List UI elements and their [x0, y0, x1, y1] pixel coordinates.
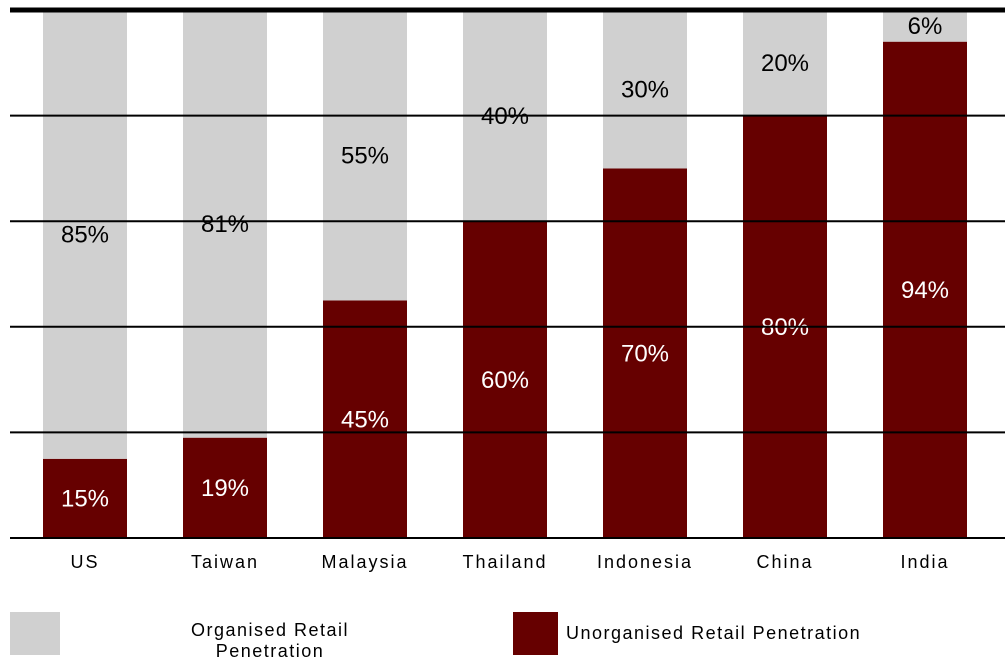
bar-segment: [183, 10, 267, 438]
bar-segment: [883, 41, 967, 539]
value-label: 45%: [341, 407, 389, 434]
bar-segment: [463, 221, 547, 538]
x-tick-label: Thailand: [462, 552, 547, 572]
x-tick-label: China: [756, 552, 813, 572]
value-label: 15%: [61, 486, 109, 513]
value-label: 55%: [341, 143, 389, 170]
value-label: 19%: [201, 475, 249, 502]
value-label: 85%: [61, 222, 109, 249]
plot: 15%85%US19%81%Taiwan45%55%Malaysia60%40%…: [10, 7, 1005, 572]
bar-segment: [603, 10, 687, 169]
legend-swatch: [10, 612, 60, 655]
value-label: 94%: [901, 277, 949, 304]
value-label: 30%: [621, 77, 669, 104]
value-label: 6%: [908, 13, 943, 40]
legend-swatch: [513, 612, 558, 655]
value-label: 60%: [481, 367, 529, 394]
x-tick-label: Indonesia: [597, 552, 693, 572]
x-tick-label: US: [70, 552, 99, 572]
bar-segment: [323, 10, 407, 301]
value-label: 20%: [761, 50, 809, 77]
x-tick-label: Malaysia: [321, 552, 408, 572]
legend-label: Organised Retail Penetration: [190, 620, 350, 661]
x-tick-label: Taiwan: [191, 552, 259, 572]
x-tick-label: India: [900, 552, 949, 572]
bar-segment: [883, 10, 967, 42]
bar-segment: [183, 437, 267, 538]
bar-segment: [43, 458, 127, 538]
bar-segment: [743, 10, 827, 116]
bar-segment: [323, 300, 407, 538]
legend-label: Unorganised Retail Penetration: [566, 623, 862, 643]
value-label: 81%: [201, 211, 249, 238]
bar-segment: [603, 168, 687, 538]
bar-segment: [43, 10, 127, 459]
value-label: 70%: [621, 341, 669, 368]
